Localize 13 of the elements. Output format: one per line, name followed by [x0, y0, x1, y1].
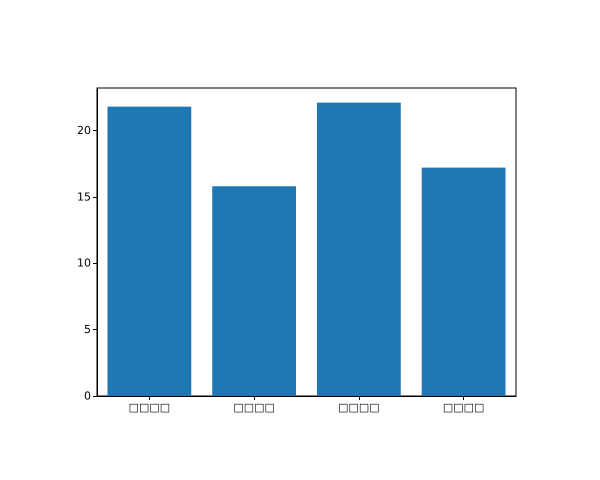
bar	[212, 186, 296, 396]
bar	[316, 102, 401, 396]
bar	[422, 168, 506, 396]
y-tick-label: 5	[84, 323, 91, 336]
x-tick-label: □□□□	[128, 401, 170, 414]
x-tick-label: □□□□	[338, 401, 380, 414]
x-tick-label: □□□□	[442, 401, 484, 414]
y-tick-label: 15	[77, 190, 91, 204]
y-tick-label: 10	[77, 256, 91, 270]
x-tick-label: □□□□	[233, 401, 275, 414]
bar	[107, 106, 192, 396]
y-tick-label: 20	[77, 124, 91, 137]
y-tick-label: 0	[84, 390, 91, 402]
